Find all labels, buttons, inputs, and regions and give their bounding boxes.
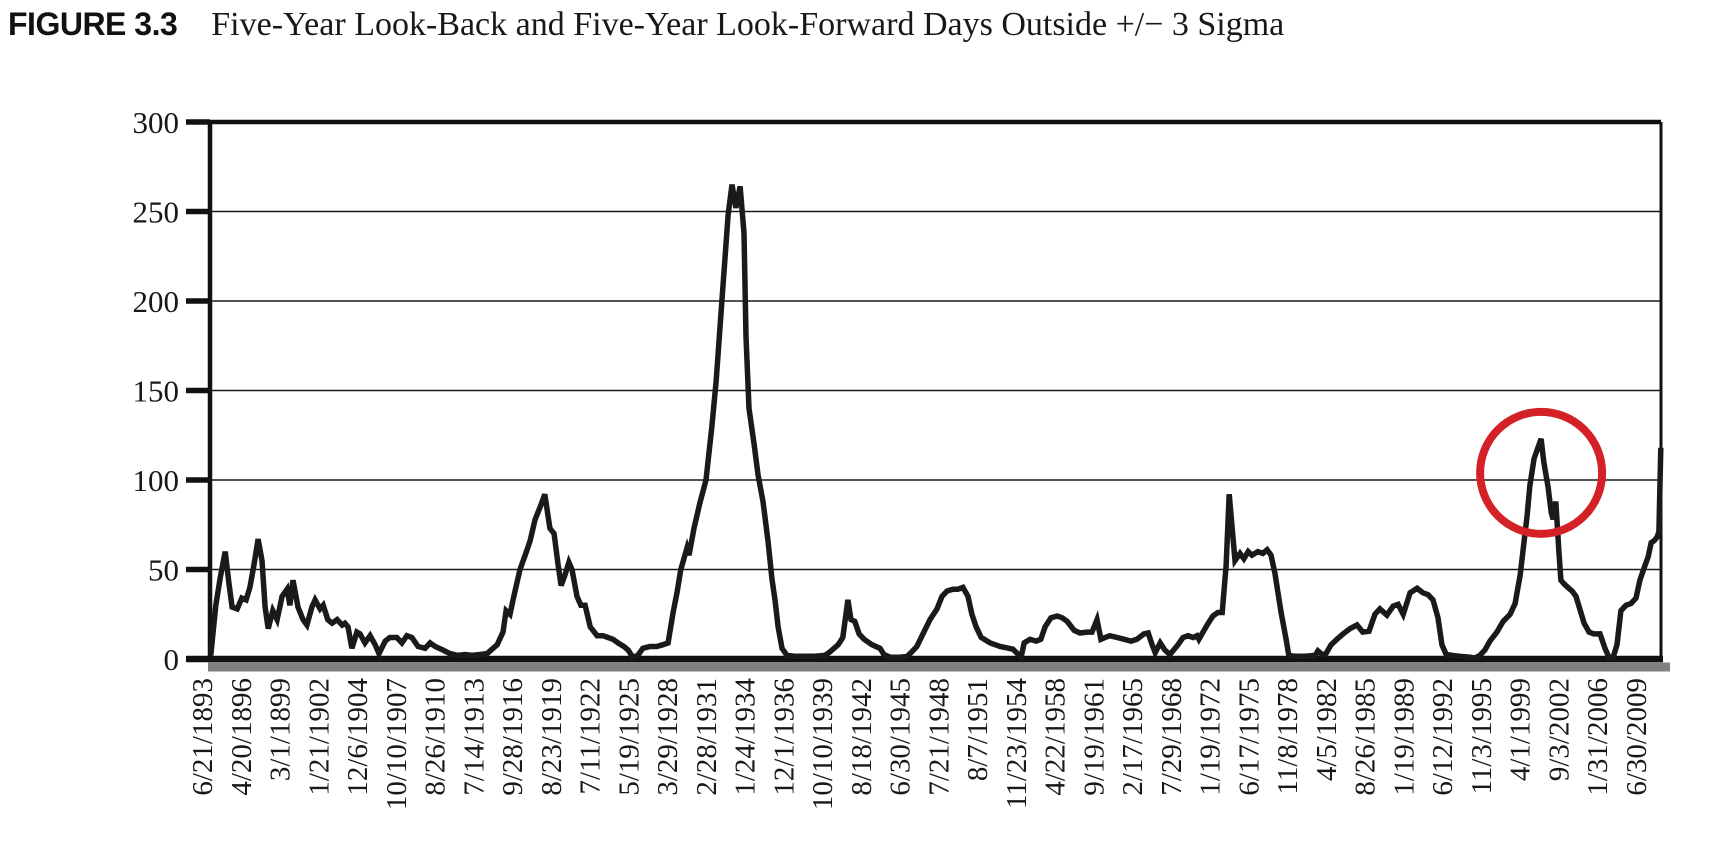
x-axis-label-28: 11/8/1978 [1272, 678, 1304, 795]
y-tick-50 [186, 566, 210, 573]
x-axis-label-21: 11/23/1954 [1001, 678, 1033, 810]
x-axis-label-17: 8/18/1942 [846, 678, 878, 796]
x-axis-label-13: 2/28/1931 [691, 678, 723, 796]
x-axis-label-26: 1/19/1972 [1195, 678, 1227, 796]
x-axis-label-20: 8/7/1951 [962, 678, 994, 781]
x-axis-label-35: 9/3/2002 [1543, 678, 1575, 781]
x-axis-label-12: 3/29/1928 [652, 678, 684, 796]
x-axis-label-33: 11/3/1995 [1466, 678, 1498, 795]
x-axis-label-31: 1/19/1989 [1388, 678, 1420, 796]
x-axis-label-15: 12/1/1936 [768, 678, 800, 796]
y-axis-label-100: 100 [133, 463, 180, 498]
x-axis-label-14: 1/24/1934 [730, 678, 762, 796]
y-tick-0 [186, 656, 210, 662]
y-axis-label-50: 50 [148, 553, 179, 588]
figure-title: Five-Year Look-Back and Five-Year Look-F… [211, 6, 1285, 43]
x-axis-label-25: 7/29/1968 [1156, 678, 1188, 796]
y-axis-label-150: 150 [133, 374, 180, 409]
x-axis-shadow [208, 662, 1670, 672]
x-axis-label-29: 4/5/1982 [1311, 678, 1343, 781]
x-axis-label-23: 9/19/1961 [1078, 678, 1110, 796]
x-axis-label-19: 7/21/1948 [923, 678, 955, 796]
x-axis-label-3: 1/21/1902 [303, 678, 335, 796]
y-axis-label-200: 200 [133, 284, 180, 319]
y-tick-250 [186, 208, 210, 215]
x-axis-label-32: 6/12/1992 [1427, 678, 1459, 796]
x-axis-label-10: 7/11/1922 [575, 678, 607, 795]
y-axis-label-300: 300 [133, 105, 180, 140]
x-axis-label-16: 10/10/1939 [807, 678, 839, 810]
x-axis-label-34: 4/1/1999 [1505, 678, 1537, 781]
y-tick-200 [186, 298, 210, 304]
figure-header: FIGURE 3.3 Five-Year Look-Back and Five-… [8, 6, 1708, 44]
y-tick-100 [186, 477, 210, 483]
x-axis-label-30: 8/26/1985 [1350, 678, 1382, 796]
x-axis-label-2: 3/1/1899 [265, 678, 297, 781]
figure-number-label: FIGURE 3.3 [8, 6, 178, 42]
x-axis-label-18: 6/30/1945 [885, 678, 917, 796]
y-tick-150 [186, 387, 210, 394]
y-tick-300 [186, 119, 210, 125]
x-axis-label-8: 9/28/1916 [497, 678, 529, 796]
x-axis-label-0: 6/21/1893 [187, 678, 219, 796]
y-axis-label-250: 250 [133, 195, 180, 230]
data-line [208, 184, 1664, 663]
x-axis-label-5: 10/10/1907 [381, 678, 413, 810]
x-axis-label-1: 4/20/1896 [226, 678, 258, 796]
x-axis-label-6: 8/26/1910 [420, 678, 452, 796]
x-axis-label-37: 6/30/2009 [1621, 678, 1653, 796]
x-axis-label-4: 12/6/1904 [342, 678, 374, 796]
y-axis-label-0: 0 [164, 642, 180, 677]
x-axis-label-36: 1/31/2006 [1582, 678, 1614, 796]
x-axis-label-22: 4/22/1958 [1040, 678, 1072, 796]
x-axis-label-7: 7/14/1913 [458, 678, 490, 796]
x-axis-label-27: 6/17/1975 [1233, 678, 1265, 796]
highlight-circle [1476, 407, 1607, 538]
x-axis-label-11: 5/19/1925 [613, 678, 645, 796]
x-axis-label-24: 2/17/1965 [1117, 678, 1149, 796]
x-axis-label-9: 8/23/1919 [536, 678, 568, 796]
